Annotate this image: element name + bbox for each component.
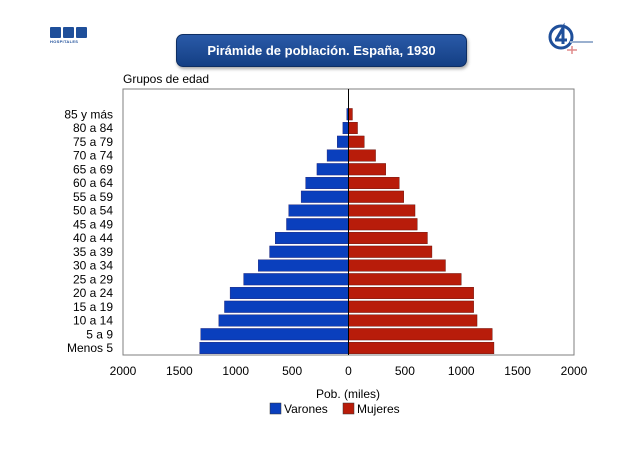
y-tick-label: 25 a 29 <box>73 272 113 286</box>
y-tick-label: 65 a 69 <box>73 162 113 176</box>
x-tick-label: 0 <box>345 364 352 378</box>
y-tick-label: 85 y más <box>64 107 113 121</box>
y-tick-label: 40 a 44 <box>73 231 113 245</box>
x-tick-label: 1500 <box>504 364 531 378</box>
y-axis-title: Grupos de edad <box>123 72 209 86</box>
legend-swatch <box>342 402 355 415</box>
x-tick-label: 1000 <box>222 364 249 378</box>
bar-varones <box>300 190 349 203</box>
legend-swatch <box>269 402 282 415</box>
bar-mujeres <box>348 273 462 286</box>
bar-varones <box>258 259 349 272</box>
hospital-logo: HOSPITALES <box>50 27 90 49</box>
bar-varones <box>243 273 349 286</box>
chart-title: Pirámide de población. España, 1930 <box>207 43 436 58</box>
bar-varones <box>218 314 349 327</box>
bar-mujeres <box>348 176 400 189</box>
x-tick-label: 500 <box>282 364 302 378</box>
y-tick-label: 20 a 24 <box>73 286 113 300</box>
bar-mujeres <box>348 108 353 121</box>
y-tick-label: 30 a 34 <box>73 259 113 273</box>
y-tick-label: Menos 5 <box>67 341 113 355</box>
y-tick-label: 60 a 64 <box>73 176 113 190</box>
bar-mujeres <box>348 328 493 341</box>
bar-varones <box>200 328 349 341</box>
bar-mujeres <box>348 204 416 217</box>
right-logo-icon <box>547 20 597 62</box>
bar-mujeres <box>348 300 474 313</box>
bar-varones <box>316 163 349 176</box>
y-tick-label: 55 a 59 <box>73 190 113 204</box>
bar-mujeres <box>348 218 418 231</box>
bar-varones <box>269 245 349 258</box>
bar-varones <box>288 204 349 217</box>
x-tick-label: 2000 <box>561 364 588 378</box>
bar-varones <box>199 342 349 355</box>
legend-label: Mujeres <box>357 402 400 416</box>
y-tick-label: 45 a 49 <box>73 217 113 231</box>
y-tick-label: 5 a 9 <box>86 327 113 341</box>
bar-varones <box>224 300 349 313</box>
bar-mujeres <box>348 342 495 355</box>
bar-varones <box>286 218 349 231</box>
bar-mujeres <box>348 245 433 258</box>
bar-mujeres <box>348 163 386 176</box>
bar-mujeres <box>348 314 478 327</box>
x-tick-label: 2000 <box>110 364 137 378</box>
bar-varones <box>326 149 349 162</box>
legend: Varones Mujeres <box>269 402 400 416</box>
y-tick-label: 50 a 54 <box>73 204 113 218</box>
bar-mujeres <box>348 149 376 162</box>
bar-varones <box>275 231 349 244</box>
y-tick-label: 75 a 79 <box>73 135 113 149</box>
y-tick-label: 80 a 84 <box>73 121 113 135</box>
y-tick-label: 70 a 74 <box>73 149 113 163</box>
chart-title-banner: Pirámide de población. España, 1930 <box>176 34 467 67</box>
y-tick-label: 10 a 14 <box>73 314 113 328</box>
bar-mujeres <box>348 121 358 134</box>
x-axis-title: Pob. (miles) <box>316 387 380 401</box>
logo-mark <box>50 27 90 38</box>
bar-mujeres <box>348 135 365 148</box>
y-tick-label: 15 a 19 <box>73 300 113 314</box>
bar-mujeres <box>348 287 474 300</box>
bar-mujeres <box>348 190 404 203</box>
bar-mujeres <box>348 231 428 244</box>
bar-varones <box>305 176 349 189</box>
legend-label: Varones <box>284 402 328 416</box>
bar-varones <box>342 121 349 134</box>
bar-varones <box>337 135 349 148</box>
bar-varones <box>229 287 349 300</box>
x-tick-label: 500 <box>395 364 415 378</box>
x-tick-label: 1000 <box>448 364 475 378</box>
logo-left-label: HOSPITALES <box>50 39 79 44</box>
y-tick-label: 35 a 39 <box>73 245 113 259</box>
bar-mujeres <box>348 259 446 272</box>
x-tick-label: 1500 <box>166 364 193 378</box>
